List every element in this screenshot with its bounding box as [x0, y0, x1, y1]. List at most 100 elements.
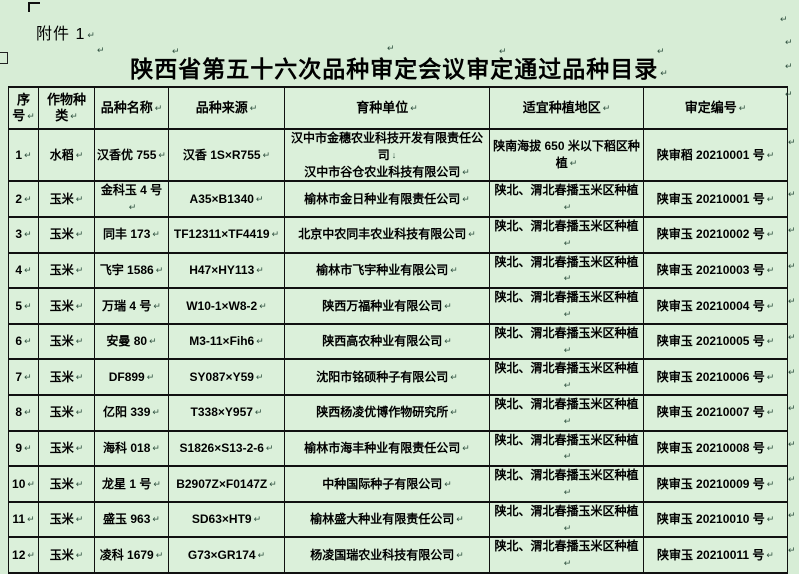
breeder-line-1: 陕西杨凌优博作物研究所: [287, 404, 487, 421]
cell-source: A35×B1340: [168, 180, 285, 218]
variety-name: 同丰 173: [103, 227, 160, 241]
cell-name: 飞宇 1586: [94, 251, 169, 290]
cell-name: 龙星 1 号: [94, 465, 169, 503]
cell-name: DF899: [94, 358, 169, 396]
variety-source: S1826×S13-2-6: [180, 441, 274, 455]
variety-source: A35×B1340: [190, 192, 264, 206]
breeder-name: 杨凌国瑞农业科技有限公司: [310, 548, 464, 562]
certification-number: 陕审玉 20210004 号: [657, 299, 775, 313]
paragraph-mark: [788, 132, 798, 142]
table-header: 序号 作物种类 品种名称 品种来源 育种单位 适宜种植地区 审定编号: [8, 86, 788, 130]
crop-type: 玉米: [50, 441, 84, 455]
cell-breeder: 陕西杨凌优博作物研究所: [284, 393, 490, 432]
paragraph-mark: [788, 256, 798, 266]
cell-name: 安曼 80: [94, 322, 169, 361]
variety-source: W10-1×W8-2: [186, 299, 267, 313]
cell-crop: 玉米: [38, 500, 95, 539]
cell-name: 万瑞 4 号: [94, 287, 169, 325]
certification-number: 陕审玉 20210008 号: [657, 441, 775, 455]
cell-cert: 陕审玉 20210004 号: [643, 287, 788, 325]
breeder-name: 陕西高农种业有限公司: [322, 334, 452, 348]
breeder-line-1: 榆林市飞宇种业有限公司: [287, 262, 487, 279]
variety-source: H47×HY113: [189, 263, 264, 277]
cell-region: 陕北、渭北春播玉米区种植: [489, 465, 644, 503]
certification-number: 陕审玉 20210010 号: [657, 512, 775, 526]
cell-name: 凌科 1679: [94, 536, 169, 574]
cell-crop: 玉米: [38, 465, 95, 503]
table-row: 6 玉米 安曼 80 M3-11×Fih6 陕西高农种业有限公司 陕北、渭北春播…: [8, 322, 788, 361]
table-row: 1 水稻 汉香优 755 汉香 1S×R755 汉中市金穗农业科技开发有限责任公…: [8, 127, 788, 183]
crop-type: 玉米: [50, 370, 84, 384]
variety-name: 龙星 1 号: [102, 477, 161, 491]
cell-breeder: 杨凌国瑞农业科技有限公司: [284, 536, 490, 574]
variety-source: SY087×Y59: [190, 370, 264, 384]
paragraph-mark: [785, 56, 795, 66]
certification-number: 陕审玉 20210005 号: [657, 334, 775, 348]
table-row: 2 玉米 金科玉 4 号 A35×B1340 榆林市金日种业有限责任公司 陕北、…: [8, 180, 788, 218]
table-row: 11 玉米 盛玉 963 SD63×HT9 榆林盛大种业有限责任公司 陕北、渭北…: [8, 500, 788, 539]
cell-source: 汉香 1S×R755: [168, 127, 285, 183]
paragraph-mark: [785, 84, 795, 94]
breeder-name: 榆林市海丰种业有限责任公司: [304, 441, 470, 455]
cell-crop: 玉米: [38, 180, 95, 218]
cell-cert: 陕审玉 20210007 号: [643, 393, 788, 432]
variety-source: B2907Z×F0147Z: [176, 477, 277, 491]
planting-region: 陕北、渭北春播玉米区种植: [494, 539, 638, 570]
breeder-line-1: 陕西高农种业有限公司: [287, 333, 487, 350]
breeder-name: 榆林市金日种业有限责任公司: [304, 192, 470, 206]
cell-breeder: 榆林市海丰种业有限责任公司: [284, 429, 490, 468]
variety-name: 亿阳 339: [103, 405, 160, 419]
col-header-no: 序号: [8, 86, 39, 130]
cell-source: G73×GR174: [168, 536, 285, 574]
variety-name: 安曼 80: [106, 334, 156, 348]
breeder-name: 中种国际种子有限公司: [322, 477, 452, 491]
planting-region: 陕北、渭北春播玉米区种植: [494, 255, 638, 286]
cell-no: 7: [8, 358, 39, 396]
cell-cert: 陕审玉 20210006 号: [643, 358, 788, 396]
breeder-line-1: 榆林盛大种业有限责任公司: [287, 511, 487, 528]
planting-region: 陕北、渭北春播玉米区种植: [494, 468, 638, 499]
breeder-name: 陕西万福种业有限公司: [322, 299, 452, 313]
crop-type: 玉米: [50, 192, 84, 206]
breeder-name: 沈阳市铭硕种子有限公司: [316, 370, 458, 384]
cell-name: 金科玉 4 号: [94, 180, 169, 218]
col-header-label: 序号: [12, 92, 35, 123]
cell-name: 汉香优 755: [94, 127, 169, 183]
paragraph-mark: [657, 41, 667, 51]
planting-region: 陕北、渭北春播玉米区种植: [494, 397, 638, 428]
cell-cert: 陕审玉 20210005 号: [643, 322, 788, 361]
cell-no: 12: [8, 536, 39, 574]
breeder-line-1: 中种国际种子有限公司: [287, 476, 487, 493]
col-header-name: 品种名称: [94, 86, 169, 130]
cell-region: 陕北、渭北春播玉米区种植: [489, 180, 644, 218]
cell-breeder: 榆林市飞宇种业有限公司: [284, 251, 490, 290]
cell-cert: 陕审玉 20210008 号: [643, 429, 788, 468]
row-number: 4: [15, 263, 31, 277]
cell-cert: 陕审玉 20210001 号: [643, 180, 788, 218]
cell-no: 4: [8, 251, 39, 290]
table-row: 9 玉米 海科 018 S1826×S13-2-6 榆林市海丰种业有限责任公司 …: [8, 429, 788, 468]
crop-type: 玉米: [50, 263, 84, 277]
cell-name: 同丰 173: [94, 215, 169, 254]
cell-name: 盛玉 963: [94, 500, 169, 539]
cell-cert: 陕审玉 20210003 号: [643, 251, 788, 290]
planting-region: 陕北、渭北春播玉米区种植: [494, 326, 638, 357]
col-header-label: 品种名称: [101, 100, 163, 115]
cell-source: S1826×S13-2-6: [168, 429, 285, 468]
row-number: 10: [12, 477, 35, 491]
header-row: 序号 作物种类 品种名称 品种来源 育种单位 适宜种植地区 审定编号: [8, 86, 788, 130]
paragraph-mark: [499, 41, 509, 51]
page-title-text: 陕西省第五十六次品种审定会议审定通过品种目录: [130, 56, 669, 82]
cell-breeder: 沈阳市铭硕种子有限公司: [284, 358, 490, 396]
cell-crop: 玉米: [38, 358, 95, 396]
certification-number: 陕审玉 20210009 号: [657, 477, 775, 491]
certification-number: 陕审玉 20210006 号: [657, 370, 775, 384]
cell-crop: 玉米: [38, 393, 95, 432]
col-header-breeder: 育种单位: [284, 86, 490, 130]
approval-table: 序号 作物种类 品种名称 品种来源 育种单位 适宜种植地区 审定编号 1 水稻 …: [8, 86, 788, 574]
cell-region: 陕北、渭北春播玉米区种植: [489, 393, 644, 432]
row-number: 9: [15, 441, 31, 455]
row-number: 3: [15, 227, 31, 241]
cell-source: W10-1×W8-2: [168, 287, 285, 325]
breeder-name: 榆林盛大种业有限责任公司: [310, 512, 464, 526]
